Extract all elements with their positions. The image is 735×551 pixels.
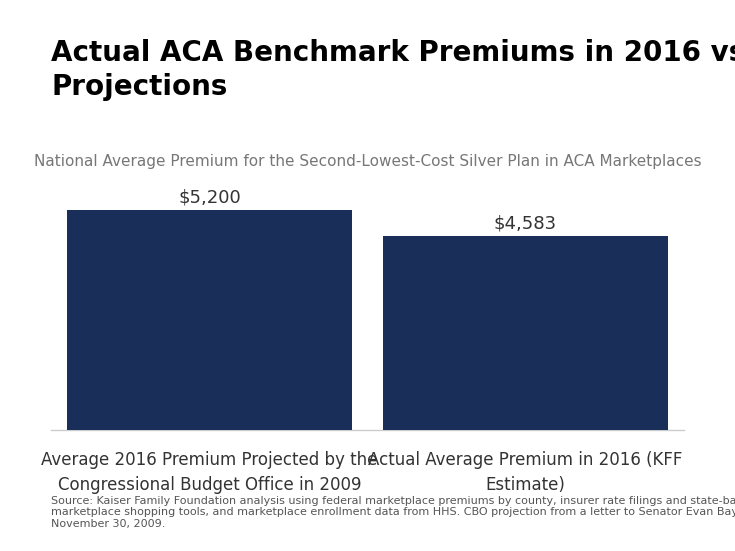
Text: Source: Kaiser Family Foundation analysis using federal marketplace premiums by : Source: Kaiser Family Foundation analysi… (51, 496, 735, 529)
Bar (68, 210, 351, 430)
Text: $4,583: $4,583 (494, 215, 557, 233)
Text: Actual ACA Benchmark Premiums in 2016 vs. CBO
Projections: Actual ACA Benchmark Premiums in 2016 vs… (51, 39, 735, 101)
Text: $5,200: $5,200 (178, 189, 241, 207)
Bar (384, 236, 667, 430)
Text: National Average Premium for the Second-Lowest-Cost Silver Plan in ACA Marketpla: National Average Premium for the Second-… (34, 154, 701, 169)
